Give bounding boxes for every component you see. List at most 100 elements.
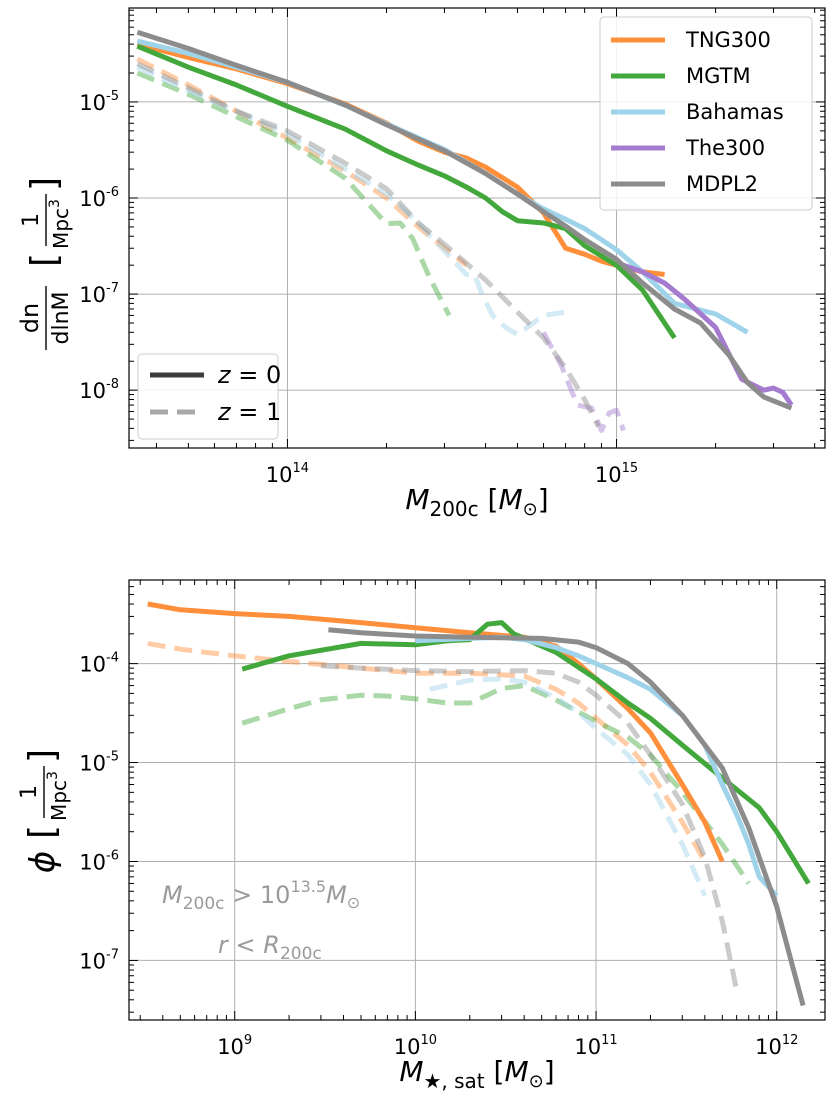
x-tick-label: 1011	[574, 1033, 617, 1059]
legend-z-value: = 0	[231, 361, 282, 389]
unit-text: Mpc	[47, 780, 71, 821]
y-tick-label: 10-7	[79, 281, 119, 307]
label-unit: M	[498, 483, 522, 516]
label-bracket: ]	[544, 1055, 555, 1088]
y-axis-label: dn dlnM[1 Mpc3]	[16, 177, 74, 350]
y-tick-label: 10-5	[79, 750, 119, 776]
label-bracket: [	[485, 1055, 505, 1088]
tick-base: 10	[595, 463, 622, 487]
annotation-relation: >	[225, 881, 260, 909]
tick-exponent: -5	[106, 750, 119, 765]
y-label-bracket-open: [	[24, 253, 65, 267]
tick-exponent: -4	[106, 651, 119, 666]
tick-exponent: -6	[106, 848, 119, 863]
label-symbol: M	[405, 483, 429, 516]
tick-exponent: 12	[782, 1033, 799, 1048]
x-axis-label: M200c [M⊙]	[405, 483, 548, 521]
unit-text: Mpc	[49, 208, 73, 249]
tick-base: 10	[79, 91, 106, 115]
y-label-unit-numerator: 1	[19, 213, 44, 227]
legend-label-tng300: TNG300	[685, 28, 771, 52]
tick-exponent: 15	[622, 461, 639, 476]
tick-exponent: -7	[106, 947, 119, 962]
tick-exponent: -6	[106, 185, 119, 200]
annotation-unit: R	[263, 931, 280, 959]
annotation-unit: M	[326, 881, 347, 909]
series-line-mgtm-z1	[241, 683, 751, 885]
tick-exponent: -5	[106, 89, 119, 104]
legend-label-z0: z = 0	[217, 361, 281, 389]
tick-base: 10	[79, 949, 106, 973]
tick-base: 10	[79, 850, 106, 874]
label-symbol: M	[399, 1055, 423, 1088]
label-unit-subscript: ⊙	[529, 1071, 544, 1092]
x-tick-label: 109	[217, 1033, 252, 1059]
tick-base: 10	[79, 379, 106, 403]
annotation-relation: <	[228, 931, 263, 959]
tick-base: 10	[394, 1035, 421, 1059]
annotation-subscript: 200c	[183, 894, 225, 914]
y-tick-label: 10-8	[79, 377, 119, 403]
y-label-denominator: dlnM	[49, 291, 74, 344]
legend-z-value: = 1	[231, 398, 282, 426]
tick-exponent: -7	[106, 281, 119, 296]
annotation-mass-cut: M200c > 1013.5M⊙	[162, 877, 360, 914]
annotation-symbol: M	[162, 881, 183, 909]
annotation-unit-subscript: 200c	[280, 944, 322, 964]
legend-label-z1: z = 1	[217, 398, 281, 426]
label-unit-subscript: ⊙	[523, 499, 538, 520]
annotation-power-exponent: 13.5	[290, 877, 326, 896]
y-label-unit-denominator: Mpc3	[45, 771, 71, 821]
series-group	[147, 601, 811, 1007]
y-tick-label: 10-4	[79, 651, 119, 677]
legend-label-mdpl2: MDPL2	[686, 172, 758, 196]
y-tick-label: 10-6	[79, 185, 119, 211]
x-axis-label: M★, sat [M⊙]	[399, 1055, 554, 1093]
legend-z-symbol: z	[217, 398, 232, 426]
y-label-unit-denominator: Mpc3	[47, 199, 73, 249]
label-subscript: ★, sat	[423, 1069, 484, 1093]
tick-exponent: 11	[601, 1033, 618, 1048]
tick-exponent: 9	[244, 1033, 252, 1048]
x-tick-label: 1010	[394, 1033, 437, 1059]
x-tick-label: 1014	[266, 461, 309, 487]
series-line-the300-z1	[541, 331, 626, 433]
series-line-mdpl2-z0	[328, 627, 806, 1007]
tick-base: 10	[266, 463, 293, 487]
tick-base: 10	[79, 653, 106, 677]
series-line-mgtm-z1	[136, 70, 452, 317]
label-bracket: [	[479, 483, 499, 516]
x-tick-label: 1015	[595, 461, 638, 487]
y-label-bracket-close: ]	[24, 177, 65, 191]
series-line-mgtm-z0	[136, 43, 677, 340]
label-unit: M	[504, 1055, 528, 1088]
tick-exponent: 10	[420, 1033, 437, 1048]
y-tick-label: 10-6	[79, 848, 119, 874]
y-label-unit-numerator: 1	[17, 785, 42, 799]
series-line-bahamas-z1	[429, 676, 708, 897]
annotation-power-base: 10	[260, 881, 291, 909]
annotation-radius-cut: r < R200c	[218, 931, 322, 964]
y-label-symbol: ϕ	[23, 851, 63, 873]
series-line-mdpl2-z1	[320, 663, 740, 991]
y-axis-label: ϕ [1 Mpc3]	[17, 749, 71, 873]
tick-base: 10	[79, 752, 106, 776]
annotation-group: M200c > 1013.5M⊙ r < R200c	[162, 877, 360, 964]
tick-base: 10	[79, 187, 106, 211]
x-tick-label: 1012	[755, 1033, 798, 1059]
series-line-mdpl2-z0	[136, 29, 793, 411]
series-group	[136, 29, 794, 433]
series-line-tng300-z1	[147, 640, 707, 863]
y-label-bracket-close: ]	[22, 749, 63, 763]
label-bracket: ]	[538, 483, 549, 516]
tick-base: 10	[755, 1035, 782, 1059]
legend-label-bahamas: Bahamas	[686, 100, 784, 124]
tick-base: 10	[79, 283, 106, 307]
plot-frame	[128, 579, 826, 1021]
tick-base: 10	[574, 1035, 601, 1059]
y-label-bracket-open: [	[22, 825, 63, 839]
legend-label-mgtm: MGTM	[686, 64, 751, 88]
